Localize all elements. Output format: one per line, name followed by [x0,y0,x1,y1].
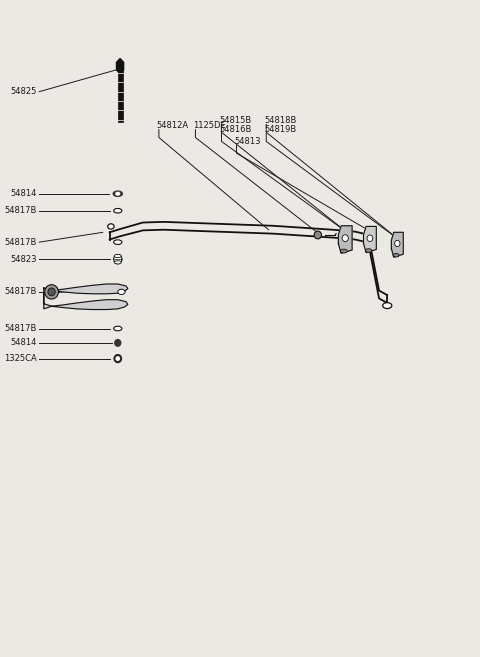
Text: 54814: 54814 [11,189,37,198]
Ellipse shape [114,355,121,363]
Ellipse shape [108,224,114,229]
Ellipse shape [340,249,348,253]
Text: 54818B: 54818B [264,116,296,125]
Ellipse shape [342,235,348,242]
Polygon shape [117,58,124,74]
Ellipse shape [365,249,372,252]
Ellipse shape [114,208,122,213]
Ellipse shape [395,240,400,246]
Text: 1125DE: 1125DE [193,121,226,130]
Ellipse shape [45,284,59,299]
Polygon shape [363,227,376,252]
Ellipse shape [115,340,121,346]
Bar [118,70,122,122]
Ellipse shape [393,254,399,257]
Ellipse shape [114,254,121,258]
Ellipse shape [314,231,322,239]
Polygon shape [44,284,128,309]
Text: 54817B: 54817B [5,324,37,333]
Text: 54823: 54823 [11,255,37,263]
Text: 54817B: 54817B [5,287,37,296]
Ellipse shape [114,254,122,263]
Text: 54815B: 54815B [219,116,252,125]
Text: 54825: 54825 [11,87,37,96]
Ellipse shape [383,303,392,309]
Polygon shape [338,226,352,253]
Ellipse shape [367,235,373,242]
Text: 54813: 54813 [234,137,261,146]
Ellipse shape [48,288,55,296]
Ellipse shape [114,240,122,244]
Text: 54814: 54814 [11,338,37,348]
Ellipse shape [114,327,122,330]
Polygon shape [391,233,403,257]
Ellipse shape [116,357,120,360]
Text: 1325CA: 1325CA [4,354,37,363]
Text: 54817B: 54817B [5,206,37,215]
Ellipse shape [118,289,125,294]
Text: 54817B: 54817B [5,238,37,246]
Ellipse shape [113,191,122,196]
Text: 54816B: 54816B [219,125,252,134]
Ellipse shape [116,193,120,195]
Text: 54812A: 54812A [156,121,189,130]
Text: 54819B: 54819B [264,125,296,134]
Ellipse shape [114,261,121,264]
